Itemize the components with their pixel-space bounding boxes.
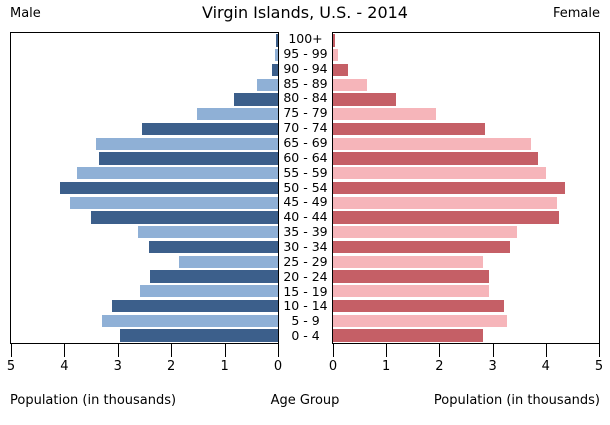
male-bar-80-84 <box>233 93 278 106</box>
age-label-100plus: 100+ <box>288 31 323 46</box>
male-bar-60-64 <box>99 152 278 165</box>
male-bar-95-99 <box>274 49 278 62</box>
age-label-95-99: 95 - 99 <box>283 45 328 61</box>
male-bar-65-69 <box>96 137 278 150</box>
female-bar-70-74 <box>333 122 486 136</box>
female-bar-55-59 <box>333 167 547 180</box>
male-bar-35-39 <box>137 226 278 239</box>
female-axis-tick-0 <box>333 344 334 357</box>
male-bar-40-44 <box>91 211 278 224</box>
female-axis-tick-5 <box>599 344 600 357</box>
female-bar-95-99 <box>333 49 338 62</box>
age-label-20-24: 20 - 24 <box>283 268 328 284</box>
male-axis-tick-label-5: 5 <box>6 359 16 374</box>
male-side-label: Male <box>10 6 41 21</box>
male-axis-tick-label-2: 2 <box>167 359 176 374</box>
female-axis-tick-4 <box>545 344 547 357</box>
age-label-35-39: 35 - 39 <box>283 224 328 240</box>
male-bar-100plus <box>275 34 278 47</box>
female-bar-25-29 <box>333 255 484 268</box>
male-axis-tick-label-0: 0 <box>273 359 283 374</box>
age-group-axis: 100+ 95 - 99 90 - 94 85 - 89 80 - 84 75 - 79 7… <box>279 31 332 344</box>
male-axis-tick-label-1: 1 <box>220 359 229 374</box>
male-axis-tick-1 <box>224 344 226 357</box>
page-title: Virgin Islands, U.S. - 2014 <box>202 3 408 22</box>
male-axis-tick-2 <box>171 344 173 357</box>
female-axis-caption: Population (in thousands) <box>433 393 600 408</box>
age-label-5-9: 5 - 9 <box>291 313 320 329</box>
male-bar-15-19 <box>139 285 278 298</box>
age-label-75-79: 75 - 79 <box>283 105 328 121</box>
male-axis-tick-4 <box>64 344 66 357</box>
male-axis-tick-3 <box>117 344 119 357</box>
female-bar-10-14 <box>333 299 505 313</box>
female-chart-panel <box>332 32 600 344</box>
female-bar-85-89 <box>333 78 368 91</box>
female-bar-45-49 <box>333 196 557 209</box>
age-label-65-69: 65 - 69 <box>283 135 328 150</box>
female-side-label: Female <box>552 6 600 21</box>
female-axis-tick-label-3: 3 <box>488 359 497 374</box>
male-chart-panel <box>10 32 279 344</box>
female-bar-90-94 <box>333 63 349 77</box>
male-bar-10-14 <box>111 299 278 313</box>
male-bar-85-89 <box>256 78 278 91</box>
age-label-70-74: 70 - 74 <box>283 120 328 136</box>
male-axis-tick-5 <box>11 344 12 357</box>
male-bar-30-34 <box>148 240 278 254</box>
female-bar-60-64 <box>333 152 538 165</box>
age-label-15-19: 15 - 19 <box>283 283 328 299</box>
female-bar-80-84 <box>333 93 397 106</box>
age-label-10-14: 10 - 14 <box>283 298 328 314</box>
female-axis-tick-label-2: 2 <box>435 359 444 374</box>
male-axis-tick-label-3: 3 <box>113 359 122 374</box>
age-label-25-29: 25 - 29 <box>283 253 328 269</box>
male-bar-25-29 <box>179 255 278 268</box>
female-axis-tick-label-4: 4 <box>541 359 550 374</box>
male-bar-20-24 <box>150 270 278 283</box>
male-bar-75-79 <box>196 108 278 121</box>
female-bar-50-54 <box>333 181 566 195</box>
male-bar-90-94 <box>271 63 278 77</box>
female-bar-100plus <box>333 34 336 47</box>
age-label-55-59: 55 - 59 <box>283 164 328 180</box>
age-label-50-54: 50 - 54 <box>283 179 328 195</box>
female-axis-tick-3 <box>492 344 494 357</box>
female-axis-tick-2 <box>439 344 441 357</box>
female-bar-35-39 <box>333 226 518 239</box>
female-bar-65-69 <box>333 137 531 150</box>
male-axis-tick-0 <box>278 344 279 357</box>
male-bar-55-59 <box>76 167 278 180</box>
age-label-80-84: 80 - 84 <box>283 90 328 106</box>
female-bar-15-19 <box>333 285 490 298</box>
age-label-45-49: 45 - 49 <box>283 194 328 210</box>
age-label-40-44: 40 - 44 <box>283 209 328 225</box>
male-bar-50-54 <box>60 181 278 195</box>
age-label-90-94: 90 - 94 <box>283 60 328 76</box>
female-bar-0-4 <box>333 329 484 342</box>
age-label-0-4: 0 - 4 <box>291 328 320 344</box>
female-axis-tick-label-0: 0 <box>328 359 338 374</box>
age-label-85-89: 85 - 89 <box>283 75 328 91</box>
female-axis-tick-1 <box>386 344 388 357</box>
female-bar-5-9 <box>333 314 507 327</box>
female-axis-tick-label-1: 1 <box>382 359 391 374</box>
male-bar-70-74 <box>142 122 278 136</box>
female-bar-30-34 <box>333 240 510 254</box>
female-bar-40-44 <box>333 211 559 224</box>
age-label-30-34: 30 - 34 <box>283 239 328 254</box>
female-bar-20-24 <box>333 270 489 283</box>
female-bar-75-79 <box>333 108 437 121</box>
male-axis-caption: Population (in thousands) <box>10 393 177 408</box>
male-bar-0-4 <box>119 329 278 342</box>
male-bar-45-49 <box>69 196 278 209</box>
male-axis-tick-label-4: 4 <box>60 359 69 374</box>
age-group-axis-caption: Age Group <box>270 393 340 408</box>
female-axis-tick-label-5: 5 <box>594 359 604 374</box>
male-bar-5-9 <box>101 314 278 327</box>
age-label-60-64: 60 - 64 <box>283 149 328 165</box>
